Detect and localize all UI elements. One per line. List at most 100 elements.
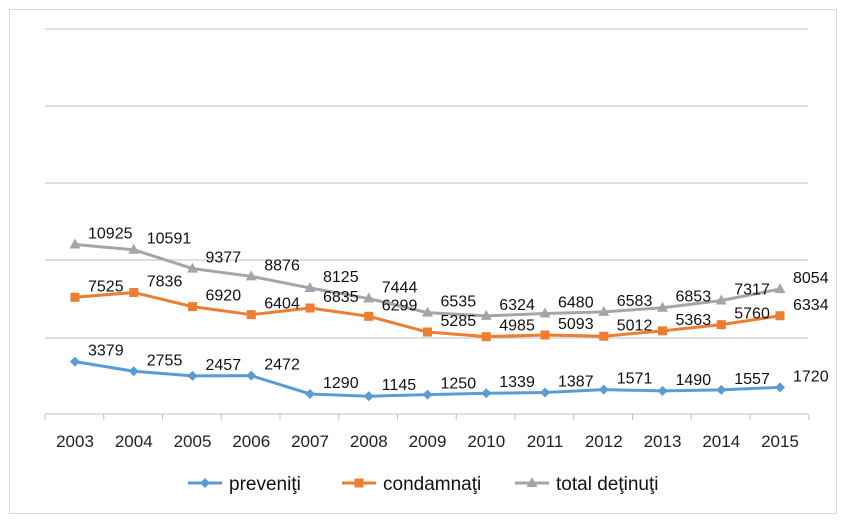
data-point	[128, 243, 140, 254]
data-point	[539, 307, 551, 318]
data-point	[304, 281, 316, 292]
data-label: 4985	[499, 318, 535, 335]
data-label: 1339	[499, 374, 535, 391]
data-labels: 3379 2755 2457 2472 1290 1145 1250 1339 1387 1571…	[88, 226, 829, 395]
data-label: 6324	[499, 297, 535, 314]
legend-label: preveniţi	[229, 474, 301, 495]
legend: preveniţi condamnaţi total deţinuţi	[188, 474, 658, 495]
data-point	[70, 292, 80, 302]
data-label: 9377	[206, 250, 242, 267]
data-point	[481, 388, 492, 399]
data-label: 1490	[676, 372, 712, 389]
data-point	[305, 303, 315, 313]
x-tick-label: 2010	[467, 432, 505, 451]
data-point	[775, 382, 785, 393]
data-point	[187, 262, 198, 273]
data-label: 1571	[617, 371, 653, 388]
gridlines	[45, 28, 808, 415]
series-group	[69, 238, 786, 402]
data-label: 6480	[558, 294, 594, 311]
data-point	[599, 331, 609, 341]
x-tick-label: 2005	[174, 432, 212, 451]
series-0	[70, 356, 785, 402]
data-label: 5285	[441, 313, 477, 330]
data-label: 6299	[382, 297, 418, 314]
x-tick-label: 2004	[115, 432, 153, 451]
legend-label: total deţinuţi	[556, 474, 658, 495]
x-tick-label: 2013	[644, 432, 682, 451]
data-label: 5363	[676, 312, 712, 329]
data-label: 1145	[382, 377, 417, 394]
data-point	[363, 391, 374, 402]
data-point	[129, 287, 139, 297]
data-point	[246, 310, 256, 320]
data-label: 2755	[147, 352, 183, 369]
data-point	[716, 384, 727, 395]
data-point	[540, 387, 550, 398]
data-point	[128, 366, 139, 377]
legend-label: condamnaţi	[383, 474, 481, 495]
data-label: 6583	[617, 293, 653, 310]
data-point	[716, 320, 726, 330]
data-point	[598, 305, 610, 316]
data-point	[657, 301, 668, 312]
x-tick-label: 2015	[761, 432, 799, 451]
x-tick-label: 2011	[527, 432, 564, 451]
data-point	[774, 283, 786, 294]
data-label: 8876	[264, 257, 300, 274]
data-label: 10925	[88, 226, 133, 243]
data-label: 1250	[441, 376, 477, 393]
data-label: 10591	[147, 231, 192, 248]
data-label: 5093	[558, 316, 594, 333]
x-tick-label: 2012	[585, 432, 623, 451]
data-point	[187, 370, 198, 381]
data-label: 6334	[793, 297, 829, 314]
data-label: 7444	[382, 280, 418, 297]
data-label: 8125	[323, 269, 359, 286]
data-point	[364, 311, 374, 321]
x-tick-label: 2007	[291, 432, 329, 451]
data-label: 2457	[206, 357, 242, 374]
data-label: 1290	[323, 375, 359, 392]
data-point	[70, 356, 80, 367]
chart-frame	[9, 9, 837, 514]
data-label: 6853	[676, 289, 712, 306]
data-point	[775, 311, 785, 321]
data-label: 8054	[793, 270, 829, 287]
data-label: 5012	[617, 317, 653, 334]
data-label: 1720	[793, 368, 829, 385]
data-label: 3379	[88, 343, 124, 360]
data-point	[598, 384, 609, 395]
series-1	[70, 287, 785, 342]
data-point	[422, 306, 433, 317]
data-point	[245, 270, 257, 281]
data-point	[363, 292, 375, 303]
data-label: 6920	[206, 288, 242, 305]
x-axis: 2003 2004 2005 2006 2007 2008 2009 2010 2011 2012…	[44, 414, 810, 451]
data-point	[481, 332, 491, 342]
series-2	[69, 238, 786, 320]
data-label: 6404	[264, 296, 300, 313]
data-point	[658, 326, 667, 336]
data-point	[423, 327, 432, 337]
legend-marker	[354, 478, 364, 488]
data-point	[246, 370, 257, 381]
data-label: 6835	[323, 289, 359, 306]
data-point	[715, 294, 727, 305]
x-tick-label: 2003	[56, 432, 94, 451]
x-tick-label: 2006	[232, 432, 270, 451]
legend-marker	[526, 477, 538, 487]
data-label: 6535	[441, 294, 477, 311]
x-tick-label: 2008	[350, 432, 388, 451]
data-point	[480, 309, 492, 320]
data-point	[188, 302, 197, 312]
data-point	[69, 238, 81, 249]
data-label: 7317	[734, 282, 770, 299]
data-point	[305, 388, 315, 399]
x-tick-label: 2009	[409, 432, 447, 451]
legend-marker	[200, 478, 210, 488]
data-point	[540, 330, 550, 340]
x-tick-label: 2014	[702, 432, 740, 451]
data-label: 1387	[558, 373, 594, 390]
